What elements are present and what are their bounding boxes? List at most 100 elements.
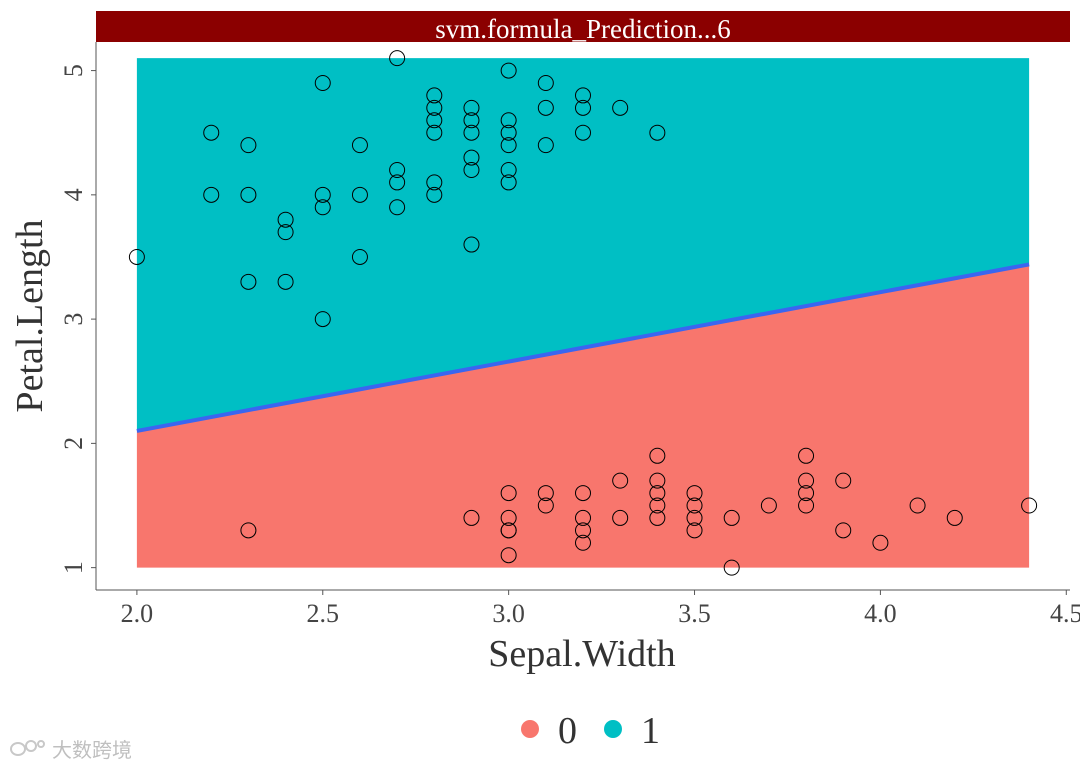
data-point [389,50,406,67]
data-point [575,485,591,502]
data-point [426,174,443,191]
data-point [500,112,517,129]
infinity-logo-icon [10,740,45,756]
data-point [686,497,703,514]
data-point [1021,497,1038,514]
x-tick-label: 4.0 [864,599,897,628]
plot-panel [128,50,1038,576]
data-point [537,485,554,502]
data-point [351,137,368,154]
facet-strip: svm.formula_Prediction...6 [96,11,1070,44]
data-point [537,99,554,116]
data-point [240,522,257,539]
y-tick-label: 2 [59,437,88,450]
data-point [500,509,517,526]
data-point [686,522,703,539]
data-point [426,87,443,104]
data-point [314,75,331,92]
data-point [277,211,294,228]
data-point [798,497,815,514]
decision-boundary-line [136,262,1030,433]
x-tick-label: 2.5 [307,599,340,628]
data-point [463,99,480,116]
legend-label-1: 1 [641,710,660,752]
x-axis-title: Sepal.Width [488,633,675,675]
data-point [314,311,331,328]
data-point [575,509,591,526]
legend-label-0: 0 [558,710,577,752]
data-point [575,87,591,104]
data-point [500,522,517,539]
data-point [426,112,443,129]
data-point [277,273,294,290]
data-point [463,112,480,129]
data-point [389,174,406,191]
decision-region-class-0 [136,264,1030,568]
y-tick-label: 3 [59,313,88,326]
data-point [649,472,666,489]
x-tick-label: 3.0 [492,599,525,628]
data-point [835,472,852,489]
data-point [128,248,145,265]
data-point [240,137,257,154]
data-point [500,161,517,178]
data-point [909,497,926,514]
data-point [500,174,517,191]
data-point [500,62,517,79]
data-point [723,559,740,576]
data-point [575,534,591,551]
data-point [351,186,368,203]
data-point [537,137,554,154]
x-tick-label: 2.0 [121,599,154,628]
data-point [500,547,517,564]
data-point [500,485,517,502]
y-axis-ticks: 1 2 3 4 5 [59,64,96,574]
facet-strip-background [96,11,1070,42]
data-point [203,186,220,203]
data-point [760,497,777,514]
axes: 2.0 2.5 3.0 3.5 4.0 4.5 1 2 3 4 5 Sepal.Width Pet… [9,42,1080,675]
data-point [463,236,480,253]
data-point [612,99,629,116]
x-axis-ticks: 2.0 2.5 3.0 3.5 4.0 4.5 [121,590,1080,628]
data-point [463,161,480,178]
data-point [389,161,406,178]
y-tick-label: 5 [59,64,88,77]
data-point [314,199,331,216]
y-tick-label: 4 [59,188,88,201]
data-point [426,99,443,116]
data-point [946,509,963,526]
data-point [314,186,331,203]
data-point [575,99,591,116]
legend-key-0 [521,720,539,738]
data-point [203,124,220,141]
data-point [463,124,480,141]
data-point [686,485,703,502]
y-axis-title: Petal.Length [9,219,51,412]
data-point [798,472,815,489]
data-point [537,497,554,514]
data-point [872,534,889,551]
data-point [389,199,406,216]
legend-key-1 [604,720,622,738]
data-point [426,186,443,203]
data-point [649,447,666,464]
data-point [798,485,815,502]
data-point [500,137,517,154]
data-point [798,447,815,464]
y-tick-label: 1 [59,561,88,574]
data-point [277,224,294,241]
chart-title: svm.formula_Prediction...6 [435,14,730,44]
data-point [612,472,629,489]
data-point [686,509,703,526]
data-point [575,522,591,539]
data-point [723,509,740,526]
legend: 0 1 [521,710,660,752]
data-point [649,509,666,526]
data-point [612,509,629,526]
x-tick-label: 4.5 [1050,599,1080,628]
data-point [537,75,554,92]
data-point [649,497,666,514]
data-point [426,124,443,141]
